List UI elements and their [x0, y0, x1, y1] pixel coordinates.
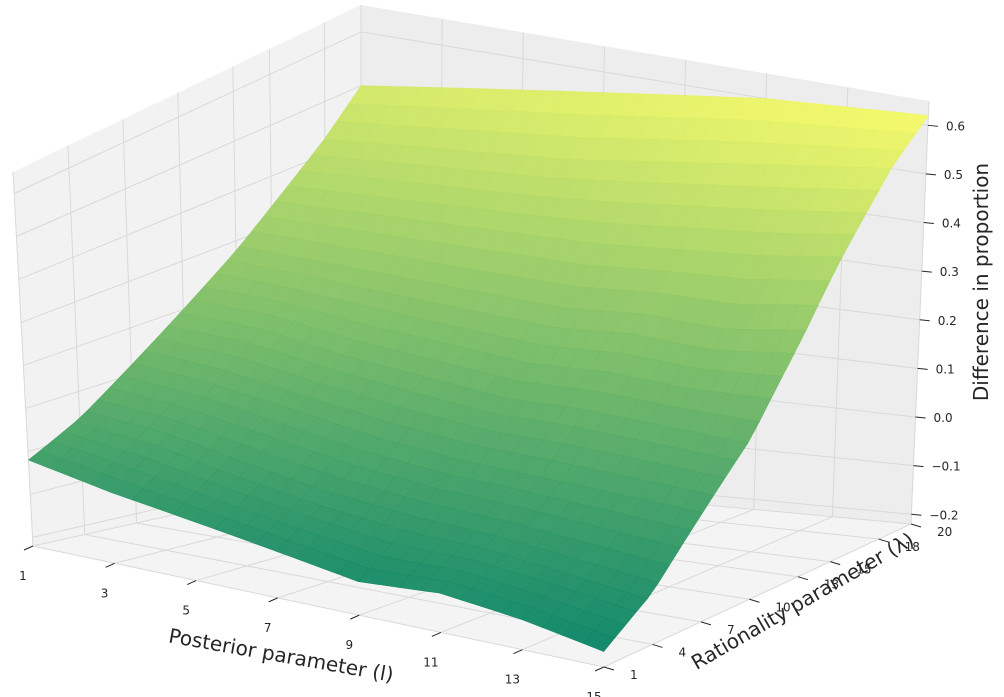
x-axis-label: Posterior parameter (l) [167, 624, 396, 687]
z-tick-mark [917, 367, 928, 370]
grid-line [18, 139, 362, 280]
grid-line [13, 31, 362, 194]
z-tick-mark [921, 270, 932, 273]
y-tick-mark [603, 666, 615, 671]
axis-ticks: 135791113151471013151820−0.2−0.10.00.10.… [19, 119, 965, 697]
y-tick-mark [749, 598, 760, 603]
x-tick-mark [350, 614, 360, 620]
x-tick-mark [594, 666, 605, 672]
y-tick-label: 20 [937, 525, 952, 539]
y-tick-mark [878, 538, 889, 543]
y-tick-mark [910, 523, 922, 528]
x-tick-label: 13 [505, 673, 520, 687]
z-tick-mark [927, 124, 939, 127]
grid-line [910, 100, 930, 525]
y-tick-label: 15 [856, 563, 871, 577]
x-tick-label: 1 [19, 569, 27, 583]
y-tick-mark [652, 643, 663, 648]
x-tick-mark [268, 597, 278, 603]
x-tick-label: 3 [101, 586, 109, 600]
z-tick-mark [915, 416, 926, 419]
grid-line [12, 171, 34, 547]
x-tick-label: 11 [423, 655, 438, 669]
y-tick-label: 13 [824, 578, 839, 592]
x-tick-mark [23, 545, 34, 551]
x-tick-mark [513, 649, 523, 655]
z-tick-mark [919, 319, 930, 322]
y-tick-label: 4 [678, 645, 686, 659]
z-tick-label: 0.2 [938, 314, 957, 328]
y-tick-label: 10 [775, 600, 790, 614]
z-tick-label: 0.4 [942, 217, 961, 231]
z-tick-label: 0.0 [934, 411, 953, 425]
z-tick-mark [913, 465, 924, 468]
z-tick-label: −0.1 [931, 460, 960, 474]
z-tick-label: 0.6 [946, 119, 965, 133]
x-tick-label: 5 [182, 604, 190, 618]
y-tick-label: 1 [630, 668, 638, 682]
surface [27, 85, 929, 652]
z-tick-mark [925, 173, 936, 176]
z-tick-label: −0.2 [929, 508, 958, 522]
y-tick-mark [700, 621, 712, 626]
x-tick-label: 15 [586, 690, 601, 697]
z-tick-label: 0.1 [936, 362, 955, 376]
x-tick-mark [431, 631, 442, 637]
surface-patch [27, 450, 62, 469]
x-tick-mark [186, 580, 197, 586]
y-tick-label: 18 [905, 540, 920, 554]
z-axis-label: Difference in proportion [969, 163, 993, 401]
x-tick-label: 9 [345, 638, 353, 652]
y-tick-label: 7 [727, 623, 735, 637]
grid-line [16, 85, 362, 237]
z-tick-label: 0.3 [940, 265, 959, 279]
grid-line [603, 523, 912, 668]
z-tick-mark [923, 222, 934, 225]
x-tick-mark [105, 562, 115, 568]
z-tick-mark [911, 513, 922, 516]
x-tick-label: 7 [264, 621, 272, 635]
grid-line [32, 545, 605, 668]
z-tick-label: 0.5 [944, 168, 963, 182]
y-tick-mark [830, 561, 841, 566]
y-tick-mark [797, 576, 809, 581]
